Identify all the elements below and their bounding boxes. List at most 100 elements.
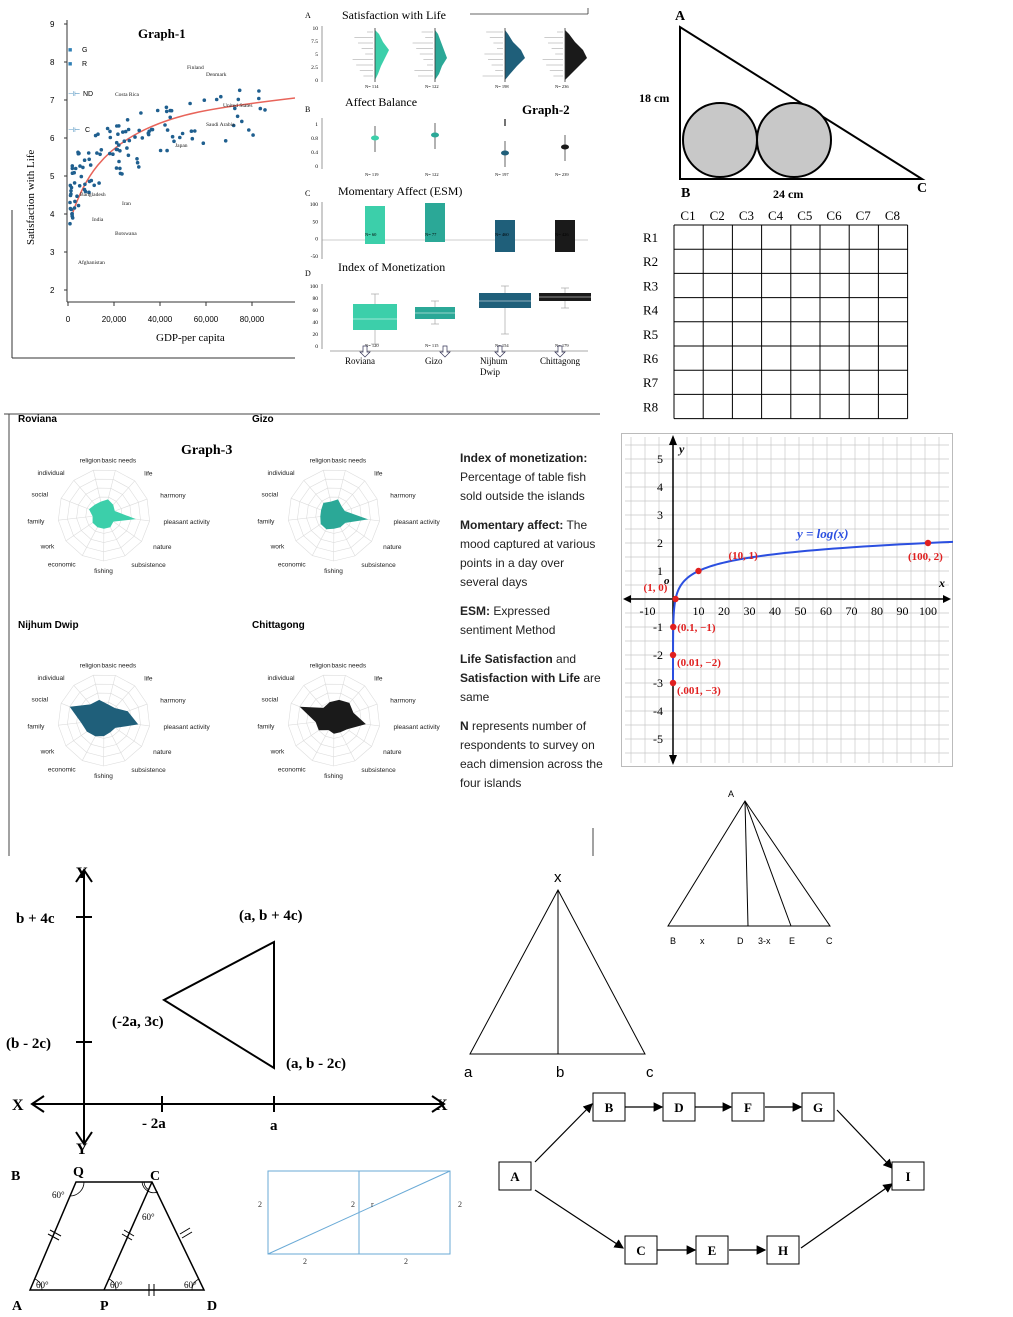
radar-axis-label: social [31, 697, 48, 704]
scatter-dot [172, 139, 176, 144]
log-xtick: 90 [897, 604, 909, 618]
log-xtick: 80 [871, 604, 883, 618]
scatter-dot [133, 135, 137, 139]
g2-n-label: N= 77 [425, 232, 437, 237]
radar-axis-label: harmony [390, 493, 416, 500]
scatter-dot [108, 135, 113, 140]
scatter-dot [190, 136, 195, 141]
g2-ytick: 0 [315, 237, 318, 243]
radar-axis-label: individual [37, 675, 65, 682]
log-point-dot [669, 651, 677, 659]
triangle-x-abc: x a b c [464, 869, 654, 1081]
scatter-dot [170, 134, 175, 139]
note-life-satisfaction: Life Satisfaction and Satisfaction with … [460, 652, 601, 704]
g2-n-label: N= 114 [365, 84, 379, 89]
flow-nodes: A B D F G I C E H [498, 1092, 925, 1265]
grid-col-header: C2 [710, 208, 725, 223]
y-tick-b-plus-4c: b + 4c [16, 911, 55, 927]
flow-node-label: G [813, 1100, 823, 1115]
scatter-dot [257, 89, 261, 93]
radar-axis-label: subsistence [131, 767, 166, 774]
radar-area [89, 499, 136, 529]
scatter-dot [137, 128, 141, 133]
vertex-q-trap: Q [73, 1165, 84, 1180]
scatter-dot [189, 129, 194, 133]
scatter-dot [164, 105, 169, 110]
esm-bar [425, 203, 445, 242]
scatter-dot [155, 108, 160, 113]
panel-c-n-labels: N= 60 N= 77 N= 460 N= 426 [365, 232, 569, 237]
radar-charts: Roviana basic needs life harmony pleasant ac… [18, 414, 440, 780]
graph-1-title: Graph-1 [138, 26, 186, 41]
scatter-dot [76, 150, 80, 155]
island-label: Gizo [425, 356, 443, 366]
g2-n-label: N= 239 [555, 172, 569, 177]
grid-row-header: R5 [643, 327, 658, 342]
svg-text:60°: 60° [110, 1280, 123, 1290]
g2-n-label: N= 122 [425, 84, 439, 89]
radar-axis-label: economic [278, 766, 307, 773]
panel-d-boxes [353, 285, 591, 345]
log-point-dot [669, 679, 677, 687]
triangle-shape [161, 940, 275, 1070]
log-ytick: 5 [657, 452, 663, 466]
tick-marks [47, 1227, 193, 1296]
radar-axis-label: pleasant activity [164, 519, 211, 526]
radar-axis-label: life [374, 470, 383, 477]
scatter-dot [69, 189, 73, 193]
radar-axis-label: nature [383, 749, 402, 756]
graph-3-radar-panel: Graph-3 Roviana basic needs life harmony ple… [4, 413, 600, 856]
vertex-b-small: B [670, 936, 676, 946]
scatter-dot [240, 119, 244, 124]
scatter-dot [72, 181, 77, 185]
g2-n-label: N= 426 [555, 232, 569, 237]
label-saudi-arabia: Saudi Arabia [206, 122, 235, 128]
scatter-dot [169, 108, 174, 113]
radar-title: Nijhum Dwip [18, 620, 79, 631]
radar-axis-label: nature [383, 544, 402, 551]
scatter-dot [188, 101, 192, 106]
scatter-dot [115, 124, 119, 128]
grid-row-headers: R1 R2 R3 R4 R5 R6 R7 R8 [643, 230, 659, 414]
g2-n-label: N= 122 [425, 172, 439, 177]
scatter-dot [97, 181, 101, 185]
circle-right [756, 102, 832, 178]
radar-axis-label: harmony [160, 698, 186, 705]
scatter-dot [121, 130, 125, 134]
monetization-box [479, 293, 531, 308]
scatter-dot [223, 139, 228, 143]
coordinate-triangle: Y Y X X b + 4c (b - 2c) - 2a a (a, b + 4… [6, 865, 448, 1158]
radar-title: Gizo [252, 414, 274, 425]
scatter-dot [73, 199, 77, 204]
g1-ytick: 7 [50, 96, 55, 105]
scatter-dot [98, 152, 102, 157]
radar-axis-label: subsistence [361, 767, 396, 774]
radar-axis-label: harmony [390, 698, 416, 705]
label-japan: Japan [175, 143, 188, 149]
flow-arrows [534, 1102, 893, 1255]
grid-col-header: C5 [797, 208, 812, 223]
grid-col-header: C6 [826, 208, 842, 223]
vertex-d-small: D [737, 936, 744, 946]
g2-ytick: -50 [311, 254, 319, 260]
scatter-dot [118, 166, 122, 171]
scatter-dot [233, 106, 237, 111]
point-a-b-minus-2c: (a, b - 2c) [286, 1056, 346, 1072]
radar-axis-label: fishing [94, 568, 113, 575]
radar-area [320, 499, 369, 530]
point-a-b-plus-4c: (a, b + 4c) [239, 908, 303, 924]
g1-xtick: 60,000 [194, 315, 219, 324]
label-denmark: Denmark [206, 72, 227, 78]
scatter-dot [82, 158, 87, 162]
scatter-dot [118, 149, 122, 153]
radar-axis-label: economic [48, 766, 77, 773]
scatter-dot [146, 132, 151, 137]
scatter-dot [95, 151, 99, 155]
angle-labels: 60° 60° 60° 60° 60° [36, 1190, 197, 1290]
svg-text:2: 2 [351, 1200, 355, 1209]
scatter-dot [137, 165, 141, 169]
svg-text:60°: 60° [142, 1212, 155, 1222]
flow-node-label: C [636, 1243, 645, 1258]
flow-node-label: E [708, 1243, 717, 1258]
scatter-dot [86, 151, 91, 155]
